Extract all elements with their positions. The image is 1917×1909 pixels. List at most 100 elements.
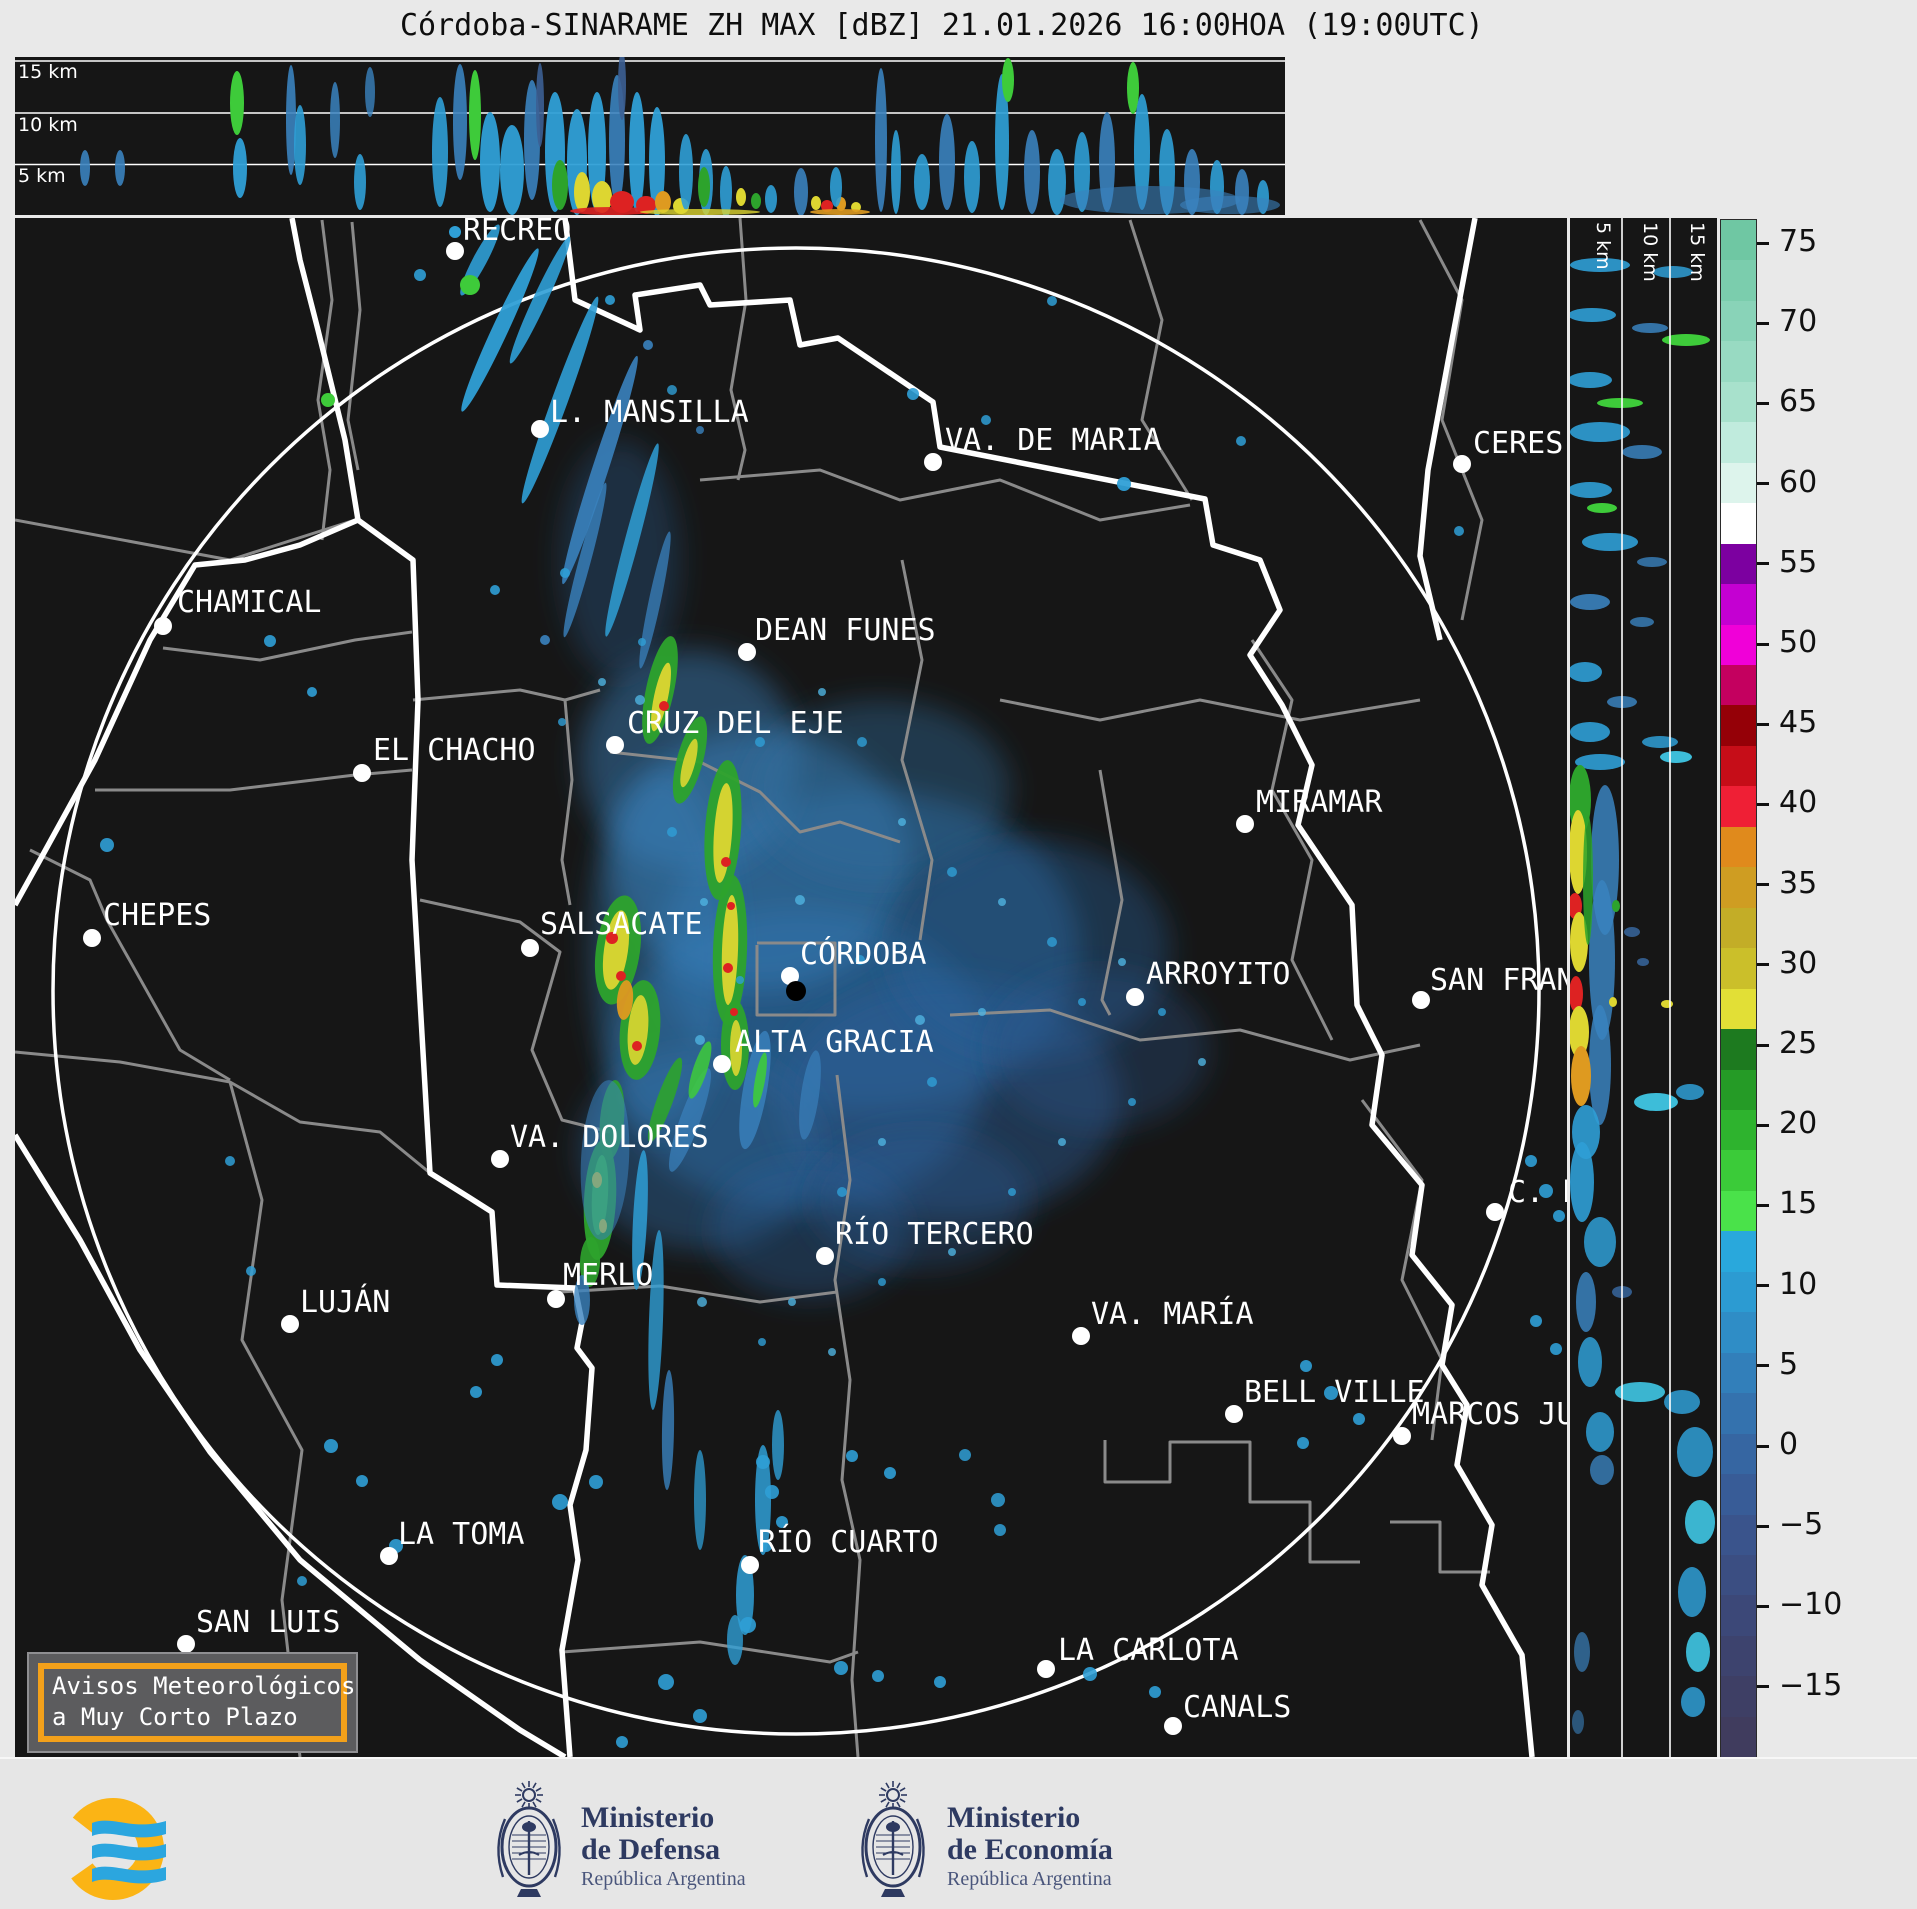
province-border	[1417, 218, 1478, 641]
department-border	[15, 1050, 431, 1175]
department-border	[949, 1008, 1421, 1062]
defensa-logo-text: Ministerio de Defensa República Argentin…	[581, 1802, 746, 1892]
colorbar-tick-label: 65	[1779, 384, 1818, 420]
radar-map-panel: RECREO L. MANSILLA VA. DE MARIA CERES CHAMIC…	[15, 218, 1567, 1757]
city-label-CÓRDOBA: CÓRDOBA	[800, 935, 926, 972]
colorbar-tick-label: 45	[1779, 705, 1818, 741]
colorbar-tickmark	[1757, 241, 1769, 245]
province-border	[562, 218, 1535, 1757]
colorbar-segment	[1721, 1150, 1756, 1191]
reflectivity-colorbar	[1720, 219, 1757, 1758]
city-label-RECREO: RECREO	[463, 218, 571, 248]
department-border	[561, 1640, 859, 1664]
city-label-LUJÁN: LUJÁN	[300, 1284, 390, 1320]
alert-box-text: Avisos Meteorológicos a Muy Corto Plazo	[38, 1663, 355, 1742]
city-dot-LA CARLOTA	[1037, 1660, 1055, 1678]
colorbar-segment	[1721, 1352, 1756, 1394]
colorbar-segment	[1721, 341, 1756, 382]
city-dot-SAN LUIS	[177, 1635, 195, 1653]
city-dot-CERES	[1453, 455, 1471, 473]
colorbar-tick-label: 35	[1779, 865, 1818, 901]
colorbar-tick-label: 75	[1779, 224, 1818, 259]
city-label-L. MANSILLA: L. MANSILLA	[550, 395, 749, 430]
economia-line3: República Argentina	[947, 1868, 1112, 1890]
department-border	[999, 698, 1421, 722]
city-dot-MIRAMAR	[1236, 815, 1254, 833]
colorbar-tickmark	[1757, 482, 1769, 486]
city-dot-LUJÁN	[281, 1315, 299, 1333]
economia-logo-text: Ministerio de Economía República Argenti…	[947, 1802, 1113, 1892]
colorbar-tickmark	[1757, 642, 1769, 646]
footer: Servicio Meteorológico Nacional Argentin…	[0, 1757, 1917, 1909]
colorbar-tick-label: 40	[1779, 785, 1818, 821]
colorbar-tickmark	[1757, 1284, 1769, 1288]
department-border	[1098, 769, 1124, 1016]
economia-line1: Ministerio	[947, 1801, 1081, 1834]
colorbar-segment	[1721, 260, 1756, 301]
city-label-EL CHACHO: EL CHACHO	[373, 733, 536, 768]
city-dot-CHEPES	[83, 929, 101, 947]
colorbar-tickmark	[1757, 963, 1769, 967]
defensa-line2: de Defensa	[581, 1833, 721, 1866]
city-dot-SALSACATE	[521, 939, 539, 957]
side-panel-canvas	[1570, 218, 1715, 1757]
colorbar-tick-label: 50	[1779, 625, 1818, 660]
city-label-ALTA GRACIA: ALTA GRACIA	[735, 1025, 934, 1060]
colorbar-tick-label: 5	[1779, 1346, 1799, 1382]
colorbar-segment	[1721, 867, 1756, 908]
colorbar-segment	[1721, 462, 1756, 504]
department-border	[419, 898, 611, 1134]
colorbar-tickmark	[1757, 401, 1769, 405]
colorbar-segment	[1721, 1474, 1756, 1515]
city-label-MERLO: MERLO	[563, 1258, 653, 1293]
colorbar-segment	[1721, 907, 1756, 949]
colorbar-tickmark	[1757, 1444, 1769, 1448]
colorbar-tick-label: 15	[1779, 1186, 1818, 1222]
colorbar-segment	[1721, 826, 1756, 868]
city-dot-LA TOMA	[380, 1547, 398, 1565]
department-border	[699, 468, 1191, 522]
city-dot-RECREO	[446, 242, 464, 260]
colorbar-segment	[1721, 1271, 1756, 1313]
department-border	[162, 630, 413, 662]
province-border	[356, 517, 595, 1757]
colorbar-tick-label: 0	[1779, 1427, 1799, 1462]
city-label-MIRAMAR: MIRAMAR	[1256, 785, 1383, 820]
colorbar-segment	[1721, 786, 1756, 827]
cross-section-side-panel: 5 km 10 km 15 km	[1570, 218, 1717, 1757]
page-title: Córdoba-SINARAME ZH MAX [dBZ] 21.01.2026…	[400, 8, 1484, 43]
colorbar-tickmark	[1757, 321, 1769, 325]
department-border	[346, 221, 362, 471]
department-border	[1250, 639, 1334, 1041]
colorbar-tickmark	[1757, 802, 1769, 806]
defensa-line1: Ministerio	[581, 1801, 715, 1834]
radar-range-circle	[51, 246, 1541, 1736]
city-dot-VA. DE MARIA	[924, 453, 942, 471]
colorbar-tickmark	[1757, 1043, 1769, 1047]
colorbar-segment	[1721, 1393, 1756, 1434]
city-label-CRUZ DEL EJE: CRUZ DEL EJE	[627, 706, 844, 741]
colorbar-tickmark	[1757, 1685, 1769, 1689]
colorbar-segment	[1721, 543, 1756, 585]
colorbar-segment	[1721, 664, 1756, 706]
city-label-SALSACATE: SALSACATE	[540, 907, 703, 942]
city-dot-RÍO CUARTO	[741, 1556, 759, 1574]
colorbar-tick-label: −10	[1779, 1587, 1843, 1623]
colorbar-segment	[1721, 624, 1756, 665]
radar-site-dot	[786, 981, 806, 1001]
city-label-ARROYITO: ARROYITO	[1146, 957, 1291, 992]
city-dot-EL CHACHO	[353, 764, 371, 782]
colorbar-segment	[1721, 422, 1756, 463]
province-border	[15, 517, 360, 907]
department-border	[1103, 1440, 1360, 1564]
department-border	[316, 219, 334, 541]
colorbar-segment	[1721, 988, 1756, 1030]
economia-coat-of-arms-icon	[861, 1781, 925, 1897]
department-border	[15, 518, 356, 562]
city-dot-VA. MARÍA	[1072, 1327, 1090, 1345]
defensa-line3: República Argentina	[581, 1868, 746, 1890]
economia-line2: de Economía	[947, 1833, 1113, 1866]
city-dot-DEAN FUNES	[738, 643, 756, 661]
side-panel-label-5km: 5 km	[1592, 222, 1614, 270]
